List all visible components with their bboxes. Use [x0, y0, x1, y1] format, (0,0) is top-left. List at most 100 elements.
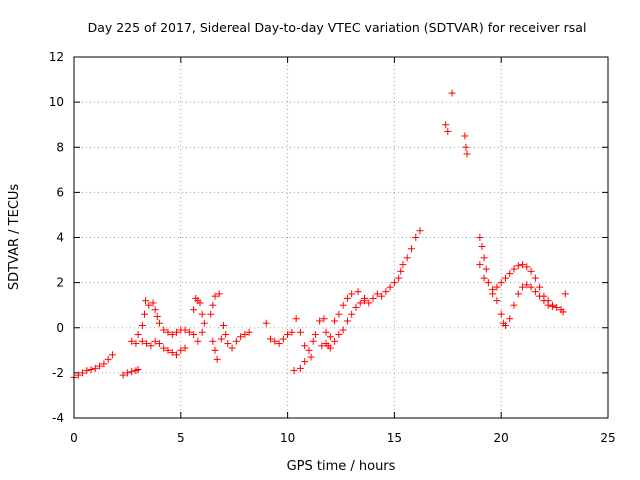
data-point	[506, 315, 514, 323]
data-point	[134, 331, 142, 339]
data-point	[198, 328, 206, 336]
data-point	[540, 297, 548, 305]
data-point	[489, 290, 497, 298]
data-point	[288, 328, 296, 336]
data-point	[194, 337, 202, 345]
data-point	[123, 369, 131, 377]
data-point	[213, 355, 221, 363]
data-point	[527, 283, 535, 291]
data-point	[536, 283, 544, 291]
data-point	[292, 315, 300, 323]
x-tick-label: 10	[280, 431, 295, 445]
data-point	[104, 355, 112, 363]
data-point	[510, 265, 518, 273]
data-point	[181, 326, 189, 334]
data-point	[397, 267, 405, 275]
data-point	[215, 290, 223, 298]
data-point	[128, 368, 136, 376]
data-point	[561, 290, 569, 298]
data-point	[160, 326, 168, 334]
data-point	[177, 346, 185, 354]
data-point	[444, 127, 452, 135]
y-tick-label: -2	[52, 366, 64, 380]
y-tick-label: -4	[52, 411, 64, 425]
chart-title: Day 225 of 2017, Sidereal Day-to-day VTE…	[88, 20, 587, 35]
data-point	[331, 337, 339, 345]
data-point	[173, 351, 181, 359]
data-point	[386, 283, 394, 291]
data-point	[220, 321, 228, 329]
data-point	[275, 340, 283, 348]
data-point	[531, 288, 539, 296]
data-point	[237, 333, 245, 341]
data-point	[87, 365, 95, 373]
data-point	[501, 321, 509, 329]
data-point	[284, 331, 292, 339]
data-point	[128, 337, 136, 345]
data-points	[70, 89, 569, 381]
data-point	[356, 299, 364, 307]
data-point	[79, 369, 87, 377]
data-point	[140, 310, 148, 318]
data-point	[100, 360, 108, 368]
data-point	[211, 346, 219, 354]
data-point	[403, 254, 411, 262]
data-point	[142, 297, 150, 305]
data-point	[442, 121, 450, 129]
axis-ticks: 0 5 10 15 20 25 -4 -2 0 2 4 6 8 10 12	[49, 50, 616, 445]
data-point	[209, 337, 217, 345]
data-point	[134, 365, 142, 373]
data-point	[228, 344, 236, 352]
x-tick-label: 25	[600, 431, 615, 445]
data-point	[536, 292, 544, 300]
data-point	[369, 294, 377, 302]
data-point	[160, 344, 168, 352]
data-point	[296, 328, 304, 336]
y-tick-label: 0	[56, 321, 64, 335]
data-point	[301, 358, 309, 366]
data-point	[245, 328, 253, 336]
data-point	[145, 301, 153, 309]
x-tick-label: 0	[70, 431, 78, 445]
data-point	[149, 299, 157, 307]
data-point	[463, 150, 471, 158]
data-point	[322, 340, 330, 348]
data-point	[211, 292, 219, 300]
data-point	[200, 319, 208, 327]
data-point	[181, 344, 189, 352]
data-point	[96, 362, 104, 370]
x-tick-label: 20	[494, 431, 509, 445]
y-tick-label: 8	[56, 140, 64, 154]
data-point	[155, 340, 163, 348]
data-point	[207, 310, 215, 318]
data-point	[198, 310, 206, 318]
data-point	[523, 281, 531, 289]
data-point	[168, 331, 176, 339]
data-point	[476, 261, 484, 269]
data-point	[151, 337, 159, 345]
data-point	[382, 288, 390, 296]
data-point	[138, 321, 146, 329]
data-point	[378, 292, 386, 300]
data-point	[339, 326, 347, 334]
y-tick-label: 12	[49, 50, 64, 64]
y-tick-label: 6	[56, 185, 64, 199]
data-point	[480, 274, 488, 282]
data-point	[190, 306, 198, 314]
data-point	[462, 143, 470, 151]
y-tick-label: 4	[56, 231, 64, 245]
data-point	[296, 364, 304, 372]
data-point	[360, 297, 368, 305]
data-point	[267, 335, 275, 343]
y-tick-label: 10	[49, 95, 64, 109]
data-point	[301, 342, 309, 350]
data-point	[147, 342, 155, 350]
data-point	[74, 371, 82, 379]
x-tick-label: 15	[387, 431, 402, 445]
data-point	[354, 288, 362, 296]
data-point	[478, 243, 486, 251]
data-point	[309, 337, 317, 345]
data-point	[290, 367, 298, 375]
data-point	[493, 297, 501, 305]
data-point	[531, 274, 539, 282]
